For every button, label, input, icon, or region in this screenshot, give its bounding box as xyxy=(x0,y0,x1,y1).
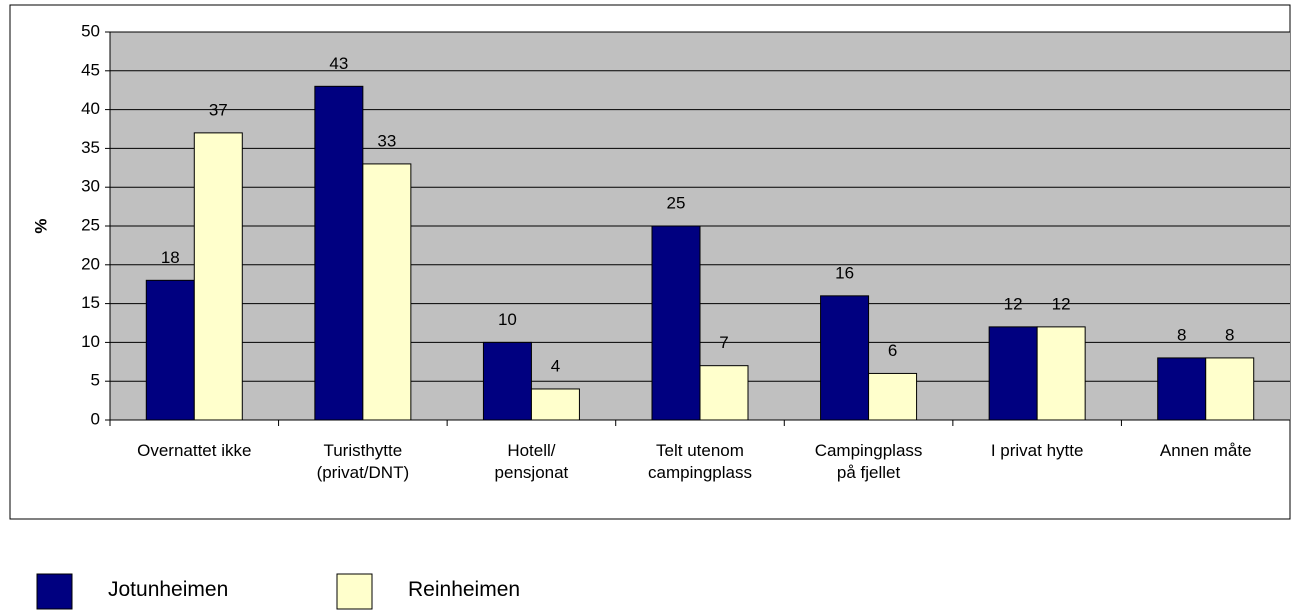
bar xyxy=(145,279,195,421)
y-tick-label: 45 xyxy=(81,60,100,79)
data-label: 12 xyxy=(1052,294,1071,313)
y-axis-label: % xyxy=(31,218,50,233)
data-label: 37 xyxy=(209,100,228,119)
bar xyxy=(988,326,1038,421)
data-label: 4 xyxy=(551,356,560,375)
x-tick-label: Campingplass på fjellet xyxy=(814,441,923,482)
bar xyxy=(362,163,412,421)
y-tick-label: 5 xyxy=(91,371,100,390)
x-tick-label: Hotell/ pensjonat xyxy=(494,441,569,482)
y-tick-label: 15 xyxy=(81,293,100,312)
y-tick-label: 35 xyxy=(81,138,100,157)
bar xyxy=(699,365,749,421)
bar xyxy=(820,295,870,421)
legend-swatch xyxy=(36,573,73,610)
bar xyxy=(868,372,918,421)
y-tick-label: 0 xyxy=(91,409,100,428)
x-tick-label: Telt utenom campingplass xyxy=(648,441,752,482)
data-label: 8 xyxy=(1177,325,1186,344)
x-tick-label: I privat hytte xyxy=(990,441,1084,460)
bar xyxy=(1036,326,1086,421)
data-label: 25 xyxy=(667,193,686,212)
data-label: 10 xyxy=(498,310,517,329)
data-label: 7 xyxy=(719,333,728,352)
legend-swatch xyxy=(336,573,373,610)
x-tick-label: Overnattet ikke xyxy=(137,441,252,460)
bar xyxy=(193,132,243,421)
data-label: 43 xyxy=(329,54,348,73)
data-label: 18 xyxy=(161,248,180,267)
bar xyxy=(482,341,532,421)
data-label: 12 xyxy=(1004,294,1023,313)
data-label: 16 xyxy=(835,263,854,282)
x-tick-label: Annen måte xyxy=(1159,441,1252,460)
legend-label: Jotunheimen xyxy=(108,578,229,601)
y-tick-label: 25 xyxy=(81,215,100,234)
bar xyxy=(651,225,701,421)
bar xyxy=(1205,357,1255,421)
bar xyxy=(314,85,364,421)
data-label: 33 xyxy=(377,131,396,150)
x-tick-label: Turisthytte (privat/DNT) xyxy=(316,441,410,482)
y-tick-label: 50 xyxy=(81,21,100,40)
bar xyxy=(1157,357,1207,421)
y-tick-label: 10 xyxy=(81,332,100,351)
data-label: 8 xyxy=(1225,325,1234,344)
data-label: 6 xyxy=(888,341,897,360)
y-tick-label: 40 xyxy=(81,99,100,118)
y-tick-label: 30 xyxy=(81,177,100,196)
legend-label: Reinheimen xyxy=(408,578,521,601)
bar xyxy=(530,388,580,421)
y-tick-label: 20 xyxy=(81,254,100,273)
